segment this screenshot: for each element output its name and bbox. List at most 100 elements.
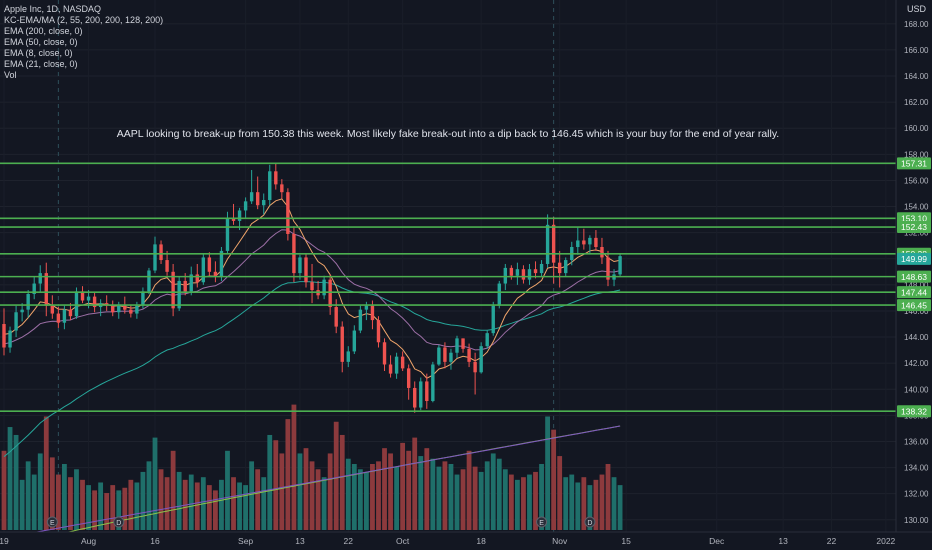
level-price-label: 153.10 <box>901 213 927 223</box>
volume-bar <box>605 464 611 530</box>
volume-bar <box>521 477 526 530</box>
candle-body <box>509 267 514 276</box>
candle-body <box>352 330 357 352</box>
candle-body <box>431 364 435 402</box>
price-tick-label: 164.00 <box>904 72 929 81</box>
volume-bar <box>315 469 321 530</box>
volume-bar <box>164 477 170 530</box>
volume-bar <box>333 421 339 530</box>
volume-bar <box>68 477 73 530</box>
time-tick-label: Dec <box>709 536 725 546</box>
volume-bar <box>303 448 309 530</box>
candle-body <box>225 218 230 251</box>
candle-body <box>195 274 199 283</box>
level-price-label: 149.99 <box>901 254 927 264</box>
volume-bar <box>128 479 134 530</box>
volume-bar <box>575 482 581 530</box>
volume-bar <box>297 453 303 530</box>
volume-bar <box>551 429 557 530</box>
candle-body <box>600 247 604 258</box>
candle-body <box>340 326 344 362</box>
volume-bar <box>376 461 381 530</box>
volume-bar <box>418 456 424 530</box>
candle-body <box>618 256 622 275</box>
price-tick-label: 134.00 <box>904 464 929 473</box>
candle-body <box>539 263 544 274</box>
candle-body <box>388 364 393 374</box>
time-tick-label: 19 <box>0 536 9 546</box>
event-marker <box>113 516 125 528</box>
volume-bar <box>321 477 327 530</box>
indicator-legend: Apple Inc, 1D, NASDAQ KC-EMA/MA (2, 55, … <box>4 4 163 81</box>
candle-body <box>141 291 145 306</box>
time-axis-bg <box>0 532 932 550</box>
volume-bar <box>213 490 218 530</box>
volume-bar <box>225 450 230 530</box>
volume-bar <box>351 464 357 530</box>
candle-body <box>274 171 278 185</box>
candle-body <box>20 309 24 313</box>
volume-bar <box>267 434 273 530</box>
candle-body <box>268 171 272 201</box>
event-marker <box>584 516 596 528</box>
candle-body <box>455 338 459 353</box>
candle-body <box>588 237 592 245</box>
candle-body <box>400 356 405 369</box>
candle-body <box>262 200 266 206</box>
indicator-ema200: EMA (200, close, 0) <box>4 26 83 36</box>
candle-body <box>111 305 115 313</box>
volume-bar <box>273 440 279 530</box>
event-marker-label: E <box>539 520 544 527</box>
candle-body <box>582 240 586 245</box>
volume-bar <box>86 485 91 530</box>
symbol-title: Apple Inc, 1D, NASDAQ <box>4 4 102 14</box>
level-price-label: 147.44 <box>901 287 927 297</box>
time-axis: 19 Aug 16 Sep 13 22 Oct 18 Nov 15 Dec 13 22 2022 <box>0 531 932 550</box>
candle-body <box>382 342 387 365</box>
price-tick-label: 146.00 <box>904 307 929 316</box>
volume-bar <box>309 461 315 530</box>
volume-bar <box>92 490 97 530</box>
candle-body <box>419 381 423 408</box>
price-tick-label: 130.00 <box>904 516 929 525</box>
volume-bar <box>134 482 140 530</box>
candle-body <box>606 257 610 280</box>
candle-body <box>92 296 97 308</box>
candle-body <box>473 361 477 373</box>
time-tick-label: 22 <box>827 536 837 546</box>
indicator-ema50: EMA (50, close, 0) <box>4 37 78 47</box>
level-price-label: 152.43 <box>901 222 927 232</box>
candle-body <box>231 218 236 221</box>
volume-bar <box>563 477 569 530</box>
level-price-tag <box>897 157 931 170</box>
candle-body <box>159 244 163 261</box>
price-tick-label: 166.00 <box>904 46 929 55</box>
volume-bar <box>496 458 502 530</box>
candle-body <box>8 330 12 348</box>
volume-bar <box>55 474 61 530</box>
candle-body <box>207 257 212 272</box>
volume-bar <box>194 482 200 530</box>
candle-body <box>213 271 218 278</box>
volume-bar <box>122 487 128 530</box>
volume-bar <box>140 471 146 530</box>
candle-body <box>123 304 127 310</box>
volume-bar <box>617 485 623 530</box>
volume-bar <box>13 434 19 530</box>
level-price-tag <box>897 221 931 234</box>
volume-bar <box>74 469 79 530</box>
candle-body <box>243 201 248 211</box>
volume-bar <box>545 416 550 530</box>
volume-bar <box>104 493 110 530</box>
time-tick-label: 13 <box>778 536 788 546</box>
currency-label: USD <box>906 4 926 14</box>
time-tick-label: 2022 <box>876 536 895 546</box>
candle-body <box>322 279 326 296</box>
level-price-tag <box>897 252 931 265</box>
candle-body <box>425 381 429 402</box>
level-price-tag <box>897 299 931 312</box>
candle-body <box>219 250 224 278</box>
volume-bar <box>593 479 599 530</box>
